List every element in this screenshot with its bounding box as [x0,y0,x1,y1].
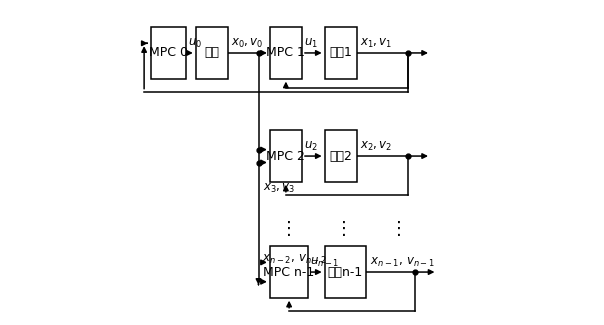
Text: 后车2: 后车2 [329,150,352,162]
Text: $x_0, v_0$: $x_0, v_0$ [231,37,263,50]
FancyBboxPatch shape [196,27,228,79]
Text: $u_0$: $u_0$ [188,37,202,50]
FancyBboxPatch shape [270,246,309,298]
Text: ⋮: ⋮ [390,220,408,238]
Text: $u_{n-1}$: $u_{n-1}$ [310,256,339,269]
FancyBboxPatch shape [324,246,367,298]
Text: 后车n-1: 后车n-1 [328,266,363,279]
Text: $x_1, v_1$: $x_1, v_1$ [360,37,393,50]
FancyBboxPatch shape [270,27,302,79]
Text: ⋮: ⋮ [280,220,298,238]
Text: 头车: 头车 [204,46,219,59]
FancyBboxPatch shape [270,130,302,182]
Text: $u_1$: $u_1$ [304,37,318,50]
Text: MPC 1: MPC 1 [266,46,306,59]
Text: MPC 2: MPC 2 [266,150,306,162]
Text: MPC 0: MPC 0 [149,46,188,59]
Text: $x_{n-1},\,v_{n-1}$: $x_{n-1},\,v_{n-1}$ [370,256,434,269]
Text: $x_{n-2},\,v_{n-2}$: $x_{n-2},\,v_{n-2}$ [262,253,327,266]
Text: MPC n-1: MPC n-1 [263,266,315,279]
Text: ⋮: ⋮ [335,220,353,238]
Text: $x_3, v_3$: $x_3, v_3$ [263,182,296,195]
FancyBboxPatch shape [324,130,357,182]
Text: $x_2, v_2$: $x_2, v_2$ [360,140,392,153]
FancyBboxPatch shape [324,27,357,79]
FancyBboxPatch shape [150,27,186,79]
Text: 后车1: 后车1 [329,46,352,59]
Text: $u_2$: $u_2$ [304,140,318,153]
